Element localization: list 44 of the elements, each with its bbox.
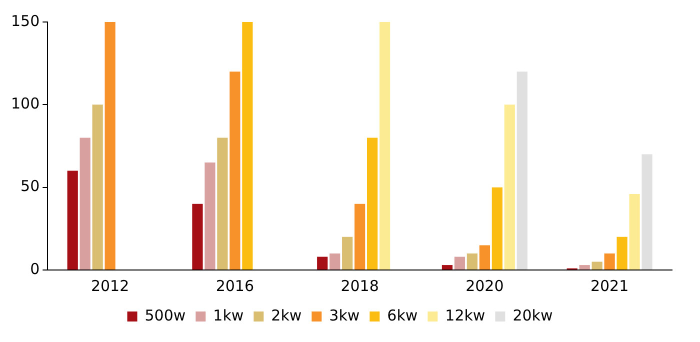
legend-label: 20kw bbox=[512, 306, 553, 324]
x-tick-label: 2018 bbox=[340, 276, 379, 295]
y-tick-label: 50 bbox=[20, 177, 40, 196]
bar bbox=[579, 265, 590, 270]
bar bbox=[192, 204, 203, 270]
bar bbox=[454, 256, 466, 270]
bar bbox=[242, 22, 253, 270]
bar bbox=[342, 236, 353, 270]
legend-label: 12kw bbox=[445, 306, 486, 324]
legend-label: 6kw bbox=[387, 306, 418, 324]
bar bbox=[230, 72, 240, 270]
bar bbox=[466, 253, 478, 270]
legend-label: 2kw bbox=[271, 306, 302, 324]
x-tick-label: 2021 bbox=[590, 276, 629, 295]
bar bbox=[442, 265, 453, 270]
bar bbox=[492, 187, 502, 270]
bar bbox=[317, 256, 328, 270]
bar bbox=[629, 194, 640, 270]
legend-label: 3kw bbox=[329, 306, 360, 324]
x-tick-label: 2020 bbox=[466, 276, 504, 295]
bar bbox=[592, 262, 602, 270]
legend-label: 1kw bbox=[213, 306, 244, 324]
bar bbox=[504, 104, 515, 270]
bar bbox=[92, 104, 103, 270]
bar bbox=[330, 253, 340, 270]
bar bbox=[104, 22, 116, 270]
bar bbox=[67, 170, 78, 270]
y-tick-label: 0 bbox=[30, 260, 40, 278]
bar bbox=[604, 253, 615, 270]
y-tick-label: 100 bbox=[10, 94, 40, 113]
bar bbox=[516, 72, 528, 270]
bar bbox=[379, 22, 390, 270]
x-tick-label: 2012 bbox=[90, 276, 130, 295]
x-tick-label: 2016 bbox=[216, 276, 254, 295]
bar bbox=[354, 204, 366, 270]
bar bbox=[642, 154, 652, 270]
bar bbox=[479, 245, 490, 270]
bar bbox=[217, 138, 228, 270]
bar bbox=[366, 138, 378, 270]
bar bbox=[204, 162, 216, 270]
y-tick-label: 150 bbox=[10, 12, 40, 30]
bar bbox=[80, 138, 90, 270]
bar bbox=[616, 236, 628, 270]
legend-label: 500w bbox=[144, 306, 186, 324]
